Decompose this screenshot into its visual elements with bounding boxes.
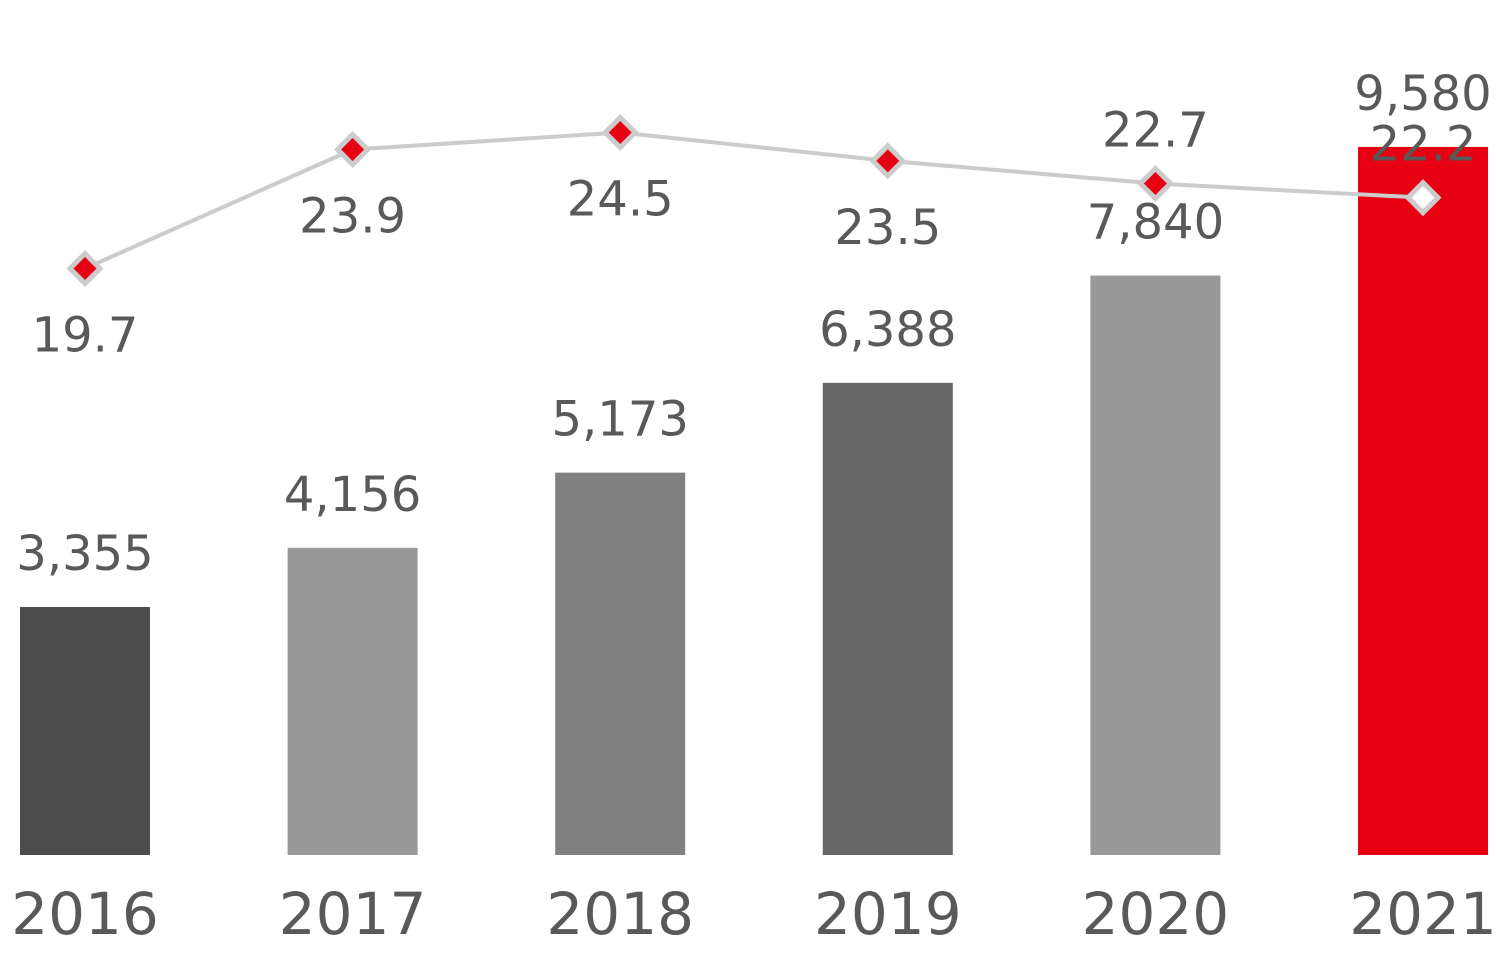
data-label: 5,173 — [551, 392, 688, 448]
data-label: 3,355 — [16, 526, 153, 582]
data-label: 23.9 — [299, 189, 406, 245]
bar — [555, 472, 686, 855]
marker — [869, 142, 907, 180]
bar — [287, 547, 418, 855]
x-tick-label: 2016 — [11, 880, 159, 948]
data-label: 6,388 — [819, 302, 956, 358]
bar — [822, 382, 953, 855]
data-label: 4,156 — [284, 467, 421, 523]
marker — [601, 113, 639, 152]
data-label: 9,580 — [1354, 66, 1491, 122]
marker — [334, 130, 372, 169]
bar — [1358, 146, 1488, 856]
x-tick-label: 2017 — [279, 880, 427, 948]
marker — [1136, 164, 1174, 203]
marker — [66, 249, 104, 288]
data-label: 19.7 — [32, 308, 139, 364]
line — [84, 130, 1424, 271]
data-label: 24.5 — [567, 172, 674, 228]
bar — [20, 607, 150, 855]
marker — [1404, 179, 1442, 217]
x-tick-label: 2018 — [546, 880, 694, 948]
data-label: 23.5 — [834, 200, 941, 256]
data-label: 22.7 — [1102, 103, 1209, 159]
data-label: 22.2 — [1370, 117, 1477, 173]
x-tick-label: 2020 — [1082, 880, 1230, 948]
data-label: 7,840 — [1087, 195, 1224, 251]
x-tick-label: 2021 — [1349, 880, 1496, 948]
bar — [1090, 275, 1221, 855]
x-tick-label: 2019 — [814, 880, 962, 948]
